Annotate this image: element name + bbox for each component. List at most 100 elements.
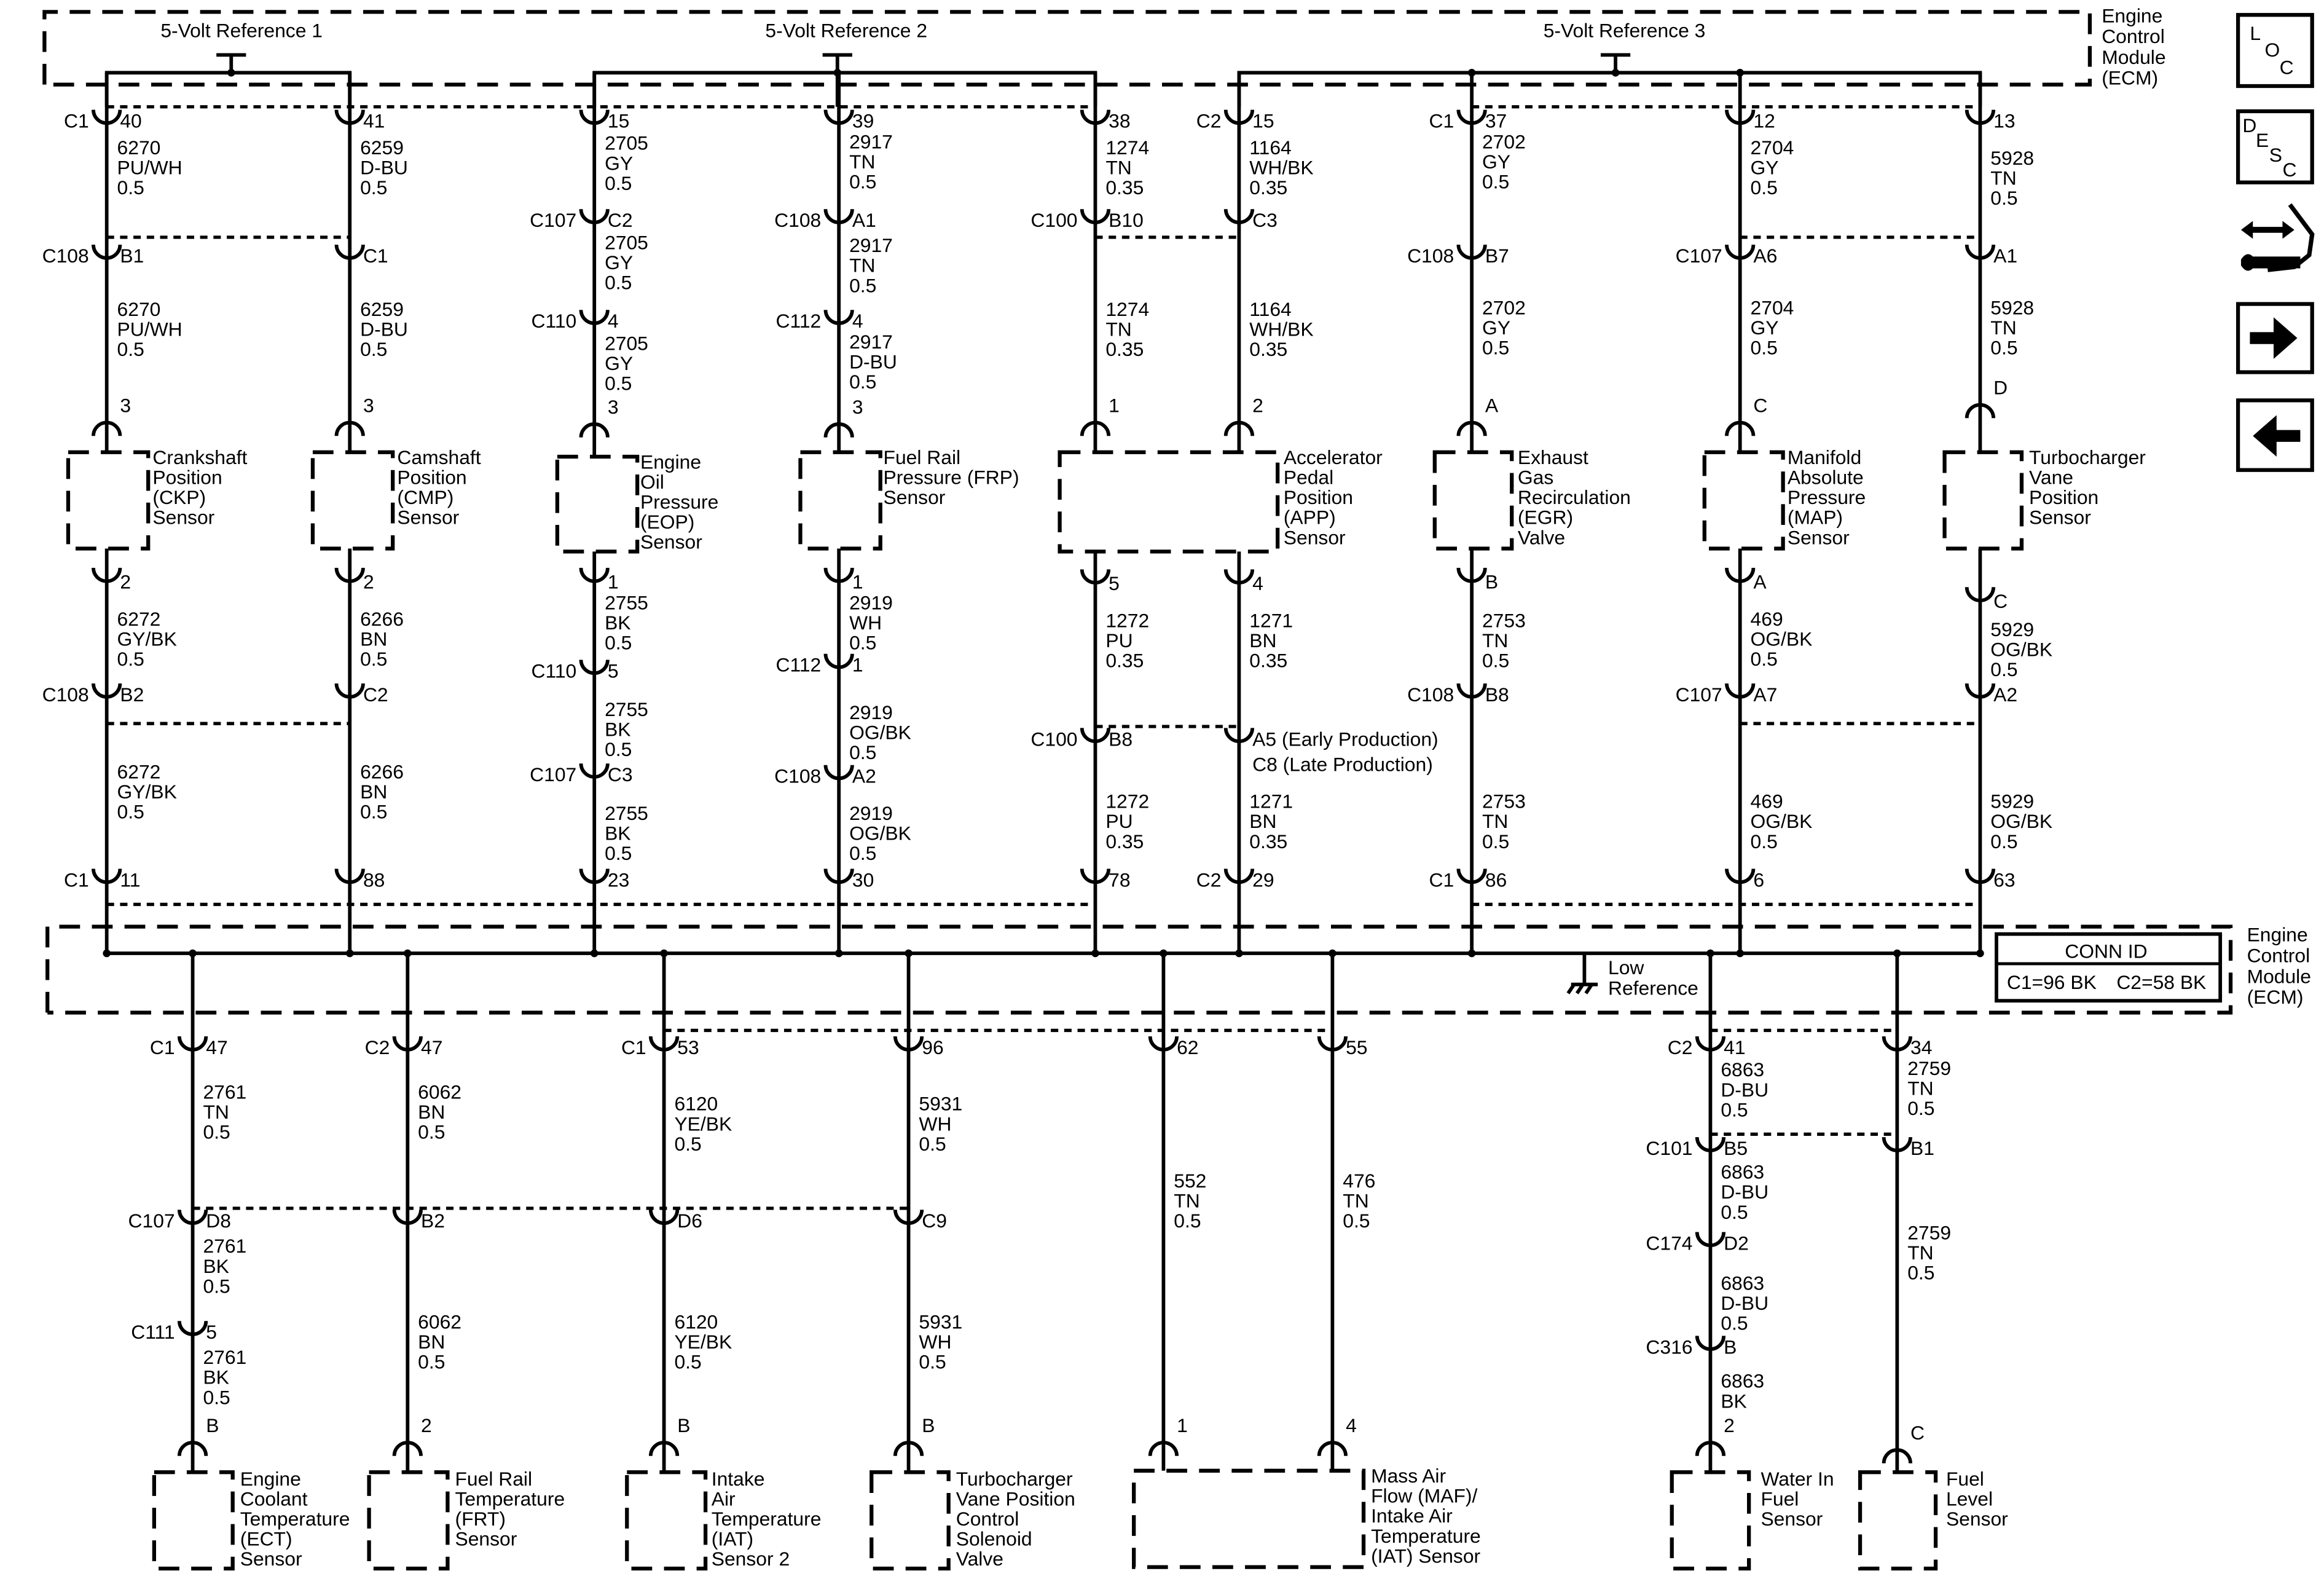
connector[interactable]: C108 B7 <box>1407 244 1509 267</box>
connector[interactable]: C100 B8 <box>1030 728 1133 750</box>
sensor-terminal[interactable]: B <box>177 1414 219 1456</box>
connector[interactable]: 12 <box>1725 109 1775 132</box>
sensor-terminal[interactable]: 2 <box>92 567 131 593</box>
connector[interactable]: C108 B2 <box>42 683 144 706</box>
connector[interactable]: C107 A6 <box>1676 244 1778 267</box>
connector[interactable]: C110 4 <box>532 310 619 332</box>
connector-tool-icon[interactable] <box>2240 203 2315 272</box>
connector[interactable]: B2 <box>392 1210 445 1232</box>
connector[interactable]: C108 A1 <box>774 209 876 231</box>
connector[interactable]: C107 A7 <box>1676 683 1778 706</box>
terminal-pin: B <box>677 1414 690 1436</box>
sensor-terminal[interactable]: A <box>1725 567 1767 593</box>
wire-label: 5928 <box>1990 296 2034 318</box>
connector[interactable]: C111 5 <box>131 1321 217 1343</box>
sensor-terminal[interactable]: C <box>1882 1422 1925 1463</box>
connector[interactable]: C2 41 <box>1668 1036 1746 1058</box>
connector[interactable]: C1 37 <box>1429 109 1507 132</box>
sensor-terminal[interactable]: 1 <box>1148 1414 1188 1456</box>
connector[interactable]: 23 <box>579 868 630 891</box>
connector[interactable]: C2 <box>334 683 388 706</box>
connector[interactable]: C1 11 <box>64 868 140 891</box>
connector[interactable]: 55 <box>1317 1036 1368 1058</box>
sensor-terminal[interactable]: 1 <box>823 567 863 593</box>
description-button[interactable]: D E S C <box>2236 109 2314 184</box>
connector[interactable]: 30 <box>823 868 874 891</box>
sensor-terminal[interactable]: 1 <box>579 567 619 593</box>
sensor-terminal[interactable]: 5 <box>1080 569 1120 594</box>
sensor-terminal[interactable]: 3 <box>334 395 374 436</box>
sensor-terminal[interactable]: C <box>1965 587 2008 612</box>
previous-arrow-button[interactable] <box>2236 398 2314 472</box>
sensor-terminal[interactable]: 4 <box>1317 1414 1357 1456</box>
connector[interactable]: C107 D8 <box>128 1210 231 1232</box>
sensor-terminal[interactable]: 3 <box>579 396 619 438</box>
sensor-terminal[interactable]: 1 <box>1080 395 1120 436</box>
connector[interactable]: A5 (Early Production) C8 (Late Production… <box>1223 728 1439 775</box>
connector[interactable]: 34 <box>1882 1036 1933 1058</box>
connector[interactable]: C108 B8 <box>1407 683 1509 706</box>
connector[interactable]: 39 <box>823 109 874 132</box>
component-outline <box>625 1470 708 1571</box>
connector[interactable]: C112 1 <box>776 653 863 676</box>
connector[interactable]: C107 C3 <box>530 763 633 786</box>
connector[interactable]: 38 <box>1080 109 1131 132</box>
connector[interactable]: C108 A2 <box>774 765 876 787</box>
connector[interactable]: C1 53 <box>621 1036 699 1058</box>
sensor-terminal[interactable]: 3 <box>92 395 131 436</box>
connector[interactable]: 6 <box>1725 868 1764 891</box>
connector[interactable]: C1 47 <box>150 1036 228 1058</box>
sensor-terminal[interactable]: 2 <box>1223 395 1263 436</box>
connector[interactable]: C316 B <box>1646 1336 1737 1358</box>
wire-label: 0.5 <box>360 648 387 670</box>
sensor-terminal[interactable]: C <box>1725 395 1767 436</box>
connector[interactable]: 96 <box>893 1036 944 1058</box>
connector[interactable]: 15 <box>579 109 630 132</box>
sensor-terminal[interactable]: 2 <box>1695 1414 1735 1456</box>
connector[interactable]: C1 40 <box>64 109 142 132</box>
connector[interactable]: C112 4 <box>776 310 863 332</box>
connector[interactable]: C2 15 <box>1196 109 1274 132</box>
connector[interactable]: D6 <box>648 1210 702 1232</box>
connector[interactable]: C1 <box>334 244 388 267</box>
connector[interactable]: C100 B10 <box>1030 209 1144 231</box>
connector[interactable]: 13 <box>1965 109 2016 132</box>
connector[interactable]: A2 <box>1965 683 2017 706</box>
connector[interactable]: 88 <box>334 868 385 891</box>
connector[interactable]: C2 29 <box>1196 868 1274 891</box>
connector[interactable]: 41 <box>334 109 385 132</box>
connector[interactable]: A1 <box>1965 244 2017 267</box>
sensor-terminal[interactable]: 2 <box>392 1414 432 1456</box>
wire-label: 5931 <box>919 1310 962 1333</box>
sensor-terminal[interactable]: B <box>1456 567 1498 593</box>
connector[interactable]: C2 47 <box>365 1036 443 1058</box>
junction-dot <box>1611 69 1620 77</box>
component-label: Temperature <box>455 1487 565 1510</box>
connector[interactable]: C9 <box>893 1210 947 1232</box>
connector[interactable]: 78 <box>1080 868 1131 891</box>
connector[interactable]: C107 C2 <box>530 209 633 231</box>
wire-label: 5929 <box>1990 790 2034 813</box>
connector[interactable]: C1 86 <box>1429 868 1507 891</box>
sensor-terminal[interactable]: B <box>893 1414 935 1456</box>
connector[interactable]: C174 D2 <box>1646 1232 1749 1254</box>
sensor-terminal[interactable]: 2 <box>334 567 374 593</box>
sensor-terminal[interactable]: A <box>1456 395 1499 436</box>
connector[interactable]: C101 B5 <box>1646 1136 1748 1159</box>
connector[interactable]: C110 5 <box>532 660 619 682</box>
connector[interactable]: C3 <box>1223 209 1278 231</box>
connector-pin: 4 <box>608 310 619 332</box>
connector[interactable]: C108 B1 <box>42 244 144 267</box>
location-button[interactable]: L O C <box>2236 13 2314 89</box>
connector[interactable]: 62 <box>1148 1036 1199 1058</box>
next-arrow-button[interactable] <box>2236 302 2314 374</box>
sensor-terminal[interactable]: 4 <box>1223 569 1263 594</box>
connector[interactable]: B1 <box>1882 1136 1934 1159</box>
sensor-terminal[interactable]: B <box>648 1414 691 1456</box>
sensor-terminal[interactable]: 3 <box>823 396 863 438</box>
connector[interactable]: 63 <box>1965 868 2016 891</box>
component-label: (FRT) <box>455 1508 506 1530</box>
sensor-terminal[interactable]: D <box>1965 377 2008 419</box>
reference-1: 5-Volt Reference 1 <box>104 19 352 107</box>
